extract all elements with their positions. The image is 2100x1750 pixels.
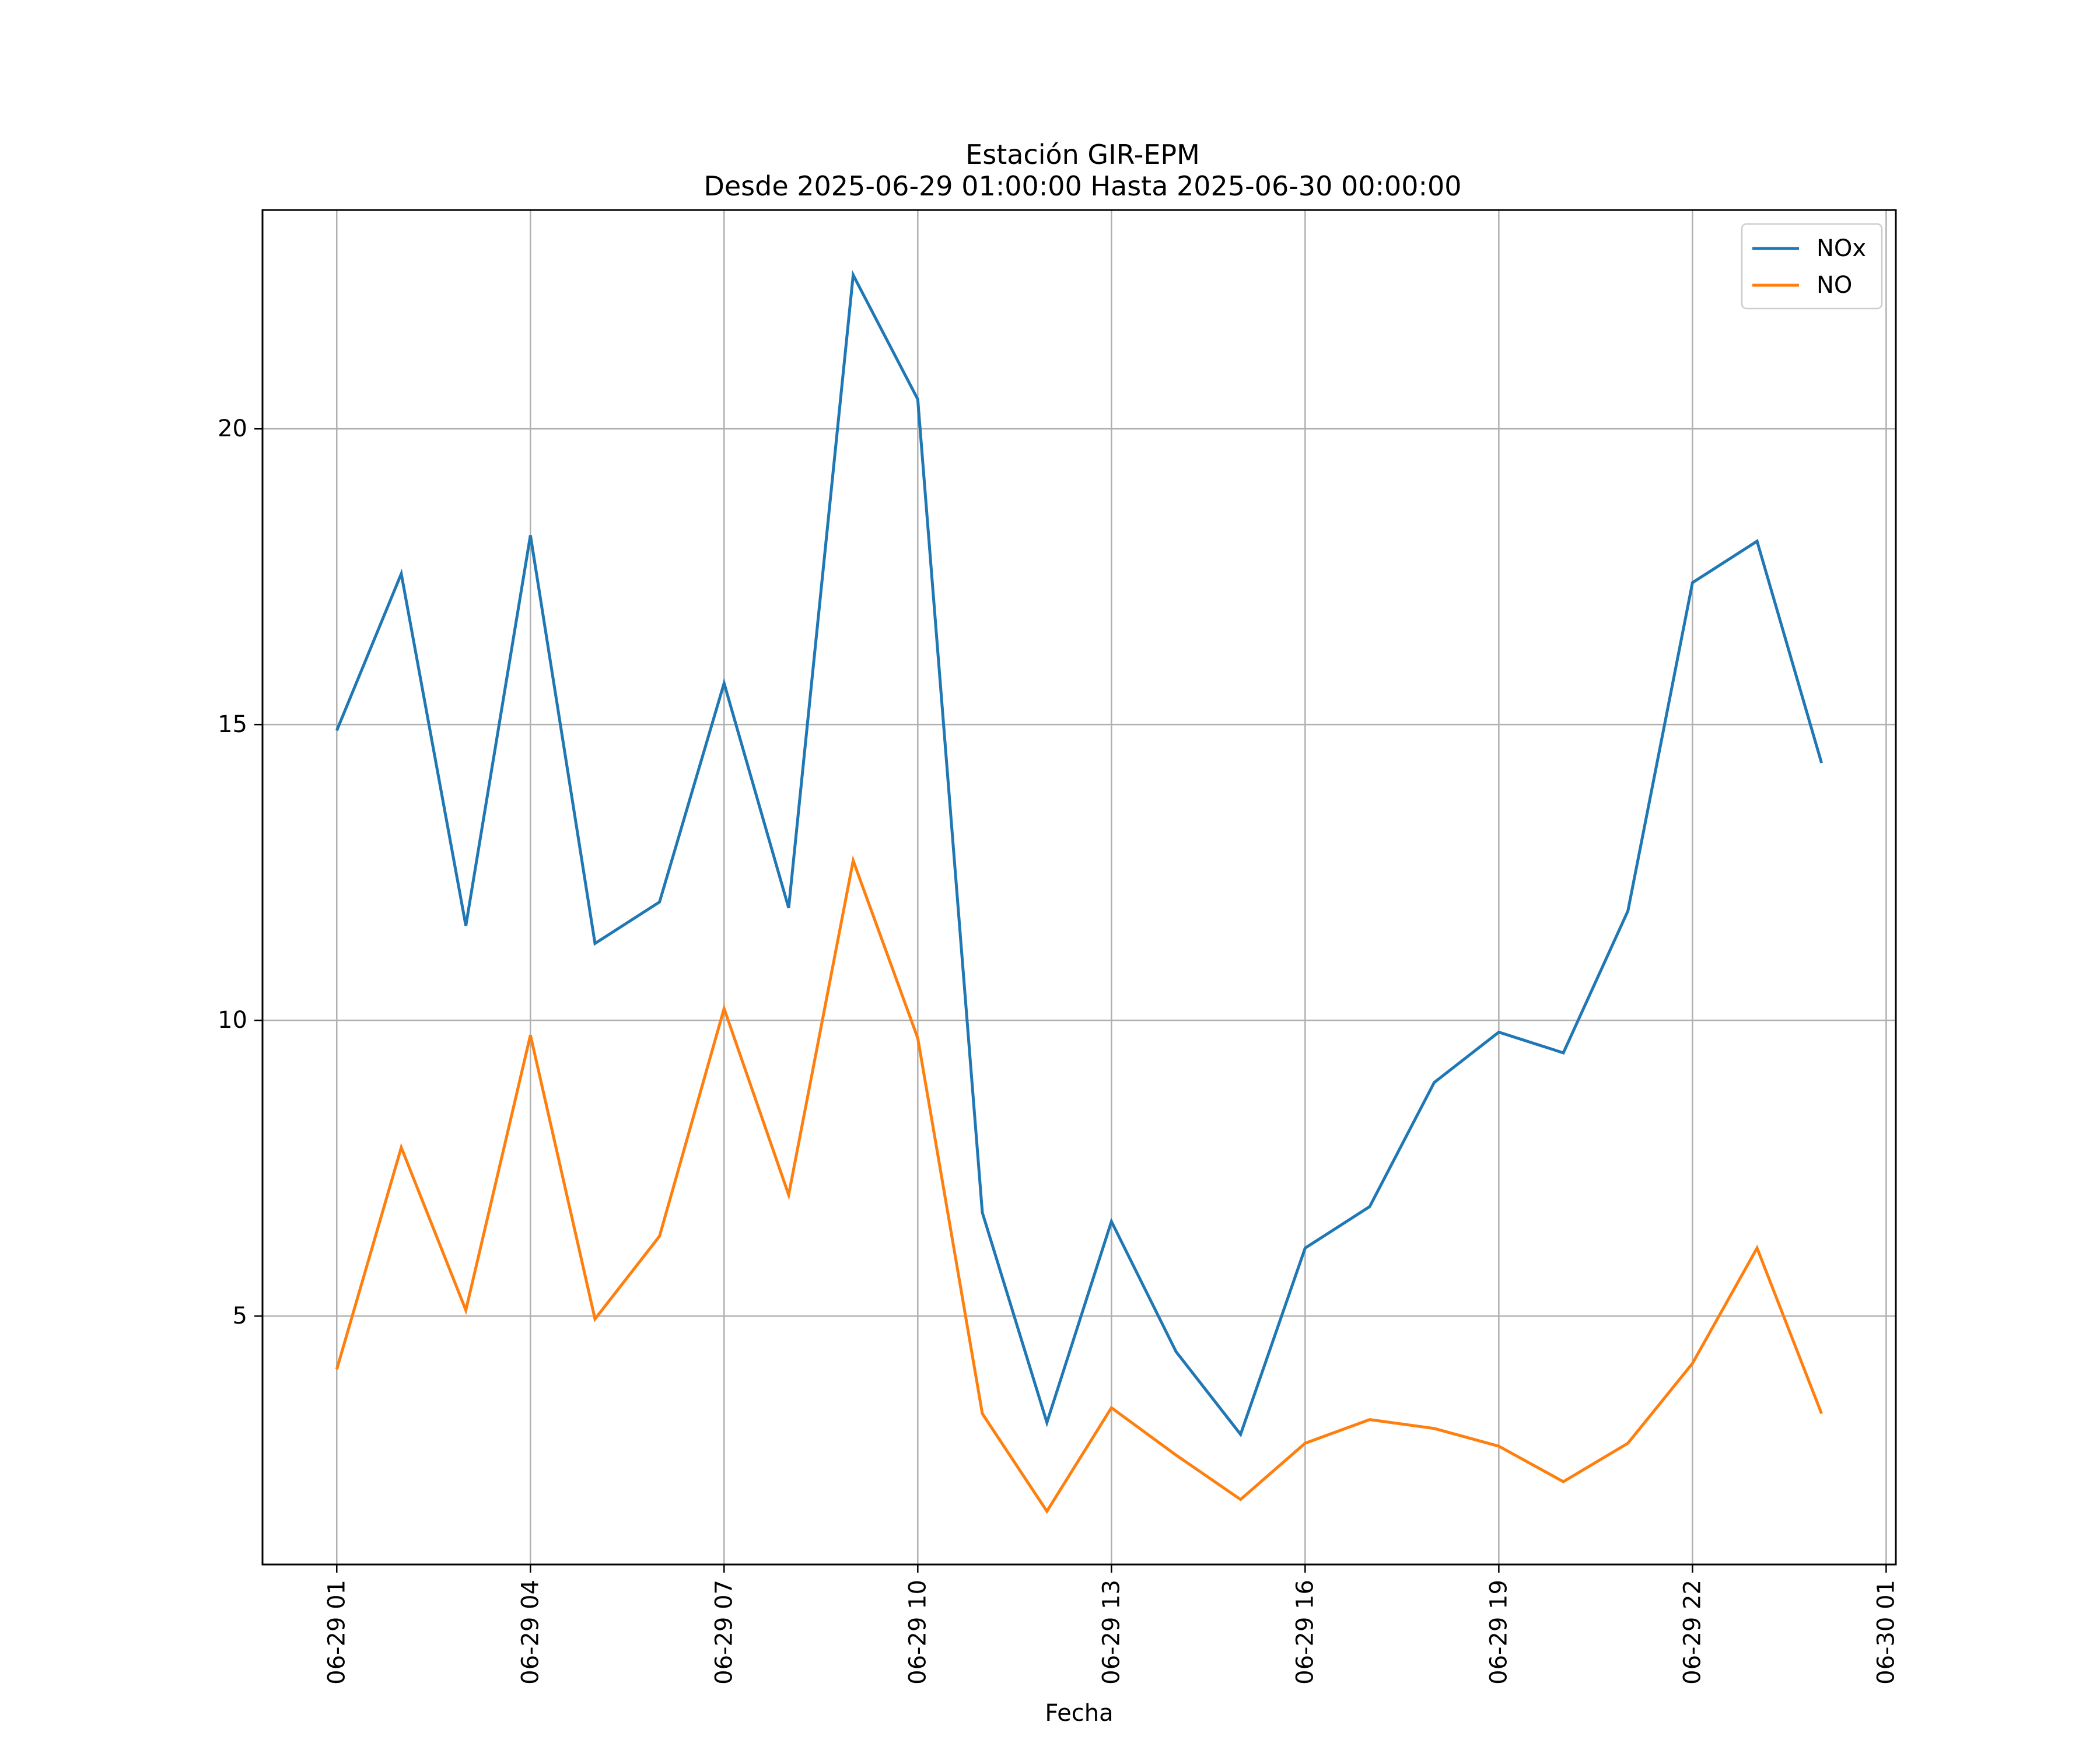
- x-tick-label: 06-29 13: [1098, 1580, 1125, 1685]
- series-layer: [335, 270, 1824, 1514]
- x-tick-label: 06-29 07: [710, 1580, 737, 1685]
- series-line-no: [335, 855, 1824, 1514]
- x-tick-label: 06-29 16: [1292, 1580, 1318, 1685]
- legend-label-nox: NOx: [1817, 235, 1866, 262]
- y-tick-label: 20: [218, 415, 247, 442]
- x-tick-label: 06-29 01: [323, 1580, 350, 1685]
- legend-label-no: NO: [1817, 272, 1852, 299]
- x-tick-label: 06-29 04: [517, 1580, 544, 1685]
- chart-subtitle: Desde 2025-06-29 01:00:00 Hasta 2025-06-…: [704, 170, 1461, 202]
- legend: NOx NO: [1741, 223, 1883, 310]
- plot-frame: [261, 209, 1897, 1566]
- ticks: 06-29 01 06-29 04 06-29 07 06-29 10 06-29 13…: [218, 415, 1899, 1685]
- x-axis-label: Fecha: [1045, 1700, 1113, 1727]
- grid: [262, 210, 1896, 1564]
- chart-title: Estación GIR-EPM: [965, 139, 1200, 170]
- y-tick-label: 10: [218, 1007, 247, 1034]
- y-tick-label: 15: [218, 711, 247, 738]
- y-tick-label: 5: [233, 1303, 247, 1329]
- x-tick-label: 06-29 22: [1679, 1580, 1706, 1685]
- legend-box: [1741, 223, 1883, 310]
- x-tick-label: 06-29 19: [1485, 1580, 1512, 1685]
- series-line-nox: [335, 270, 1824, 1438]
- x-tick-label: 06-29 10: [904, 1580, 931, 1685]
- x-tick-label: 06-30 01: [1873, 1580, 1899, 1685]
